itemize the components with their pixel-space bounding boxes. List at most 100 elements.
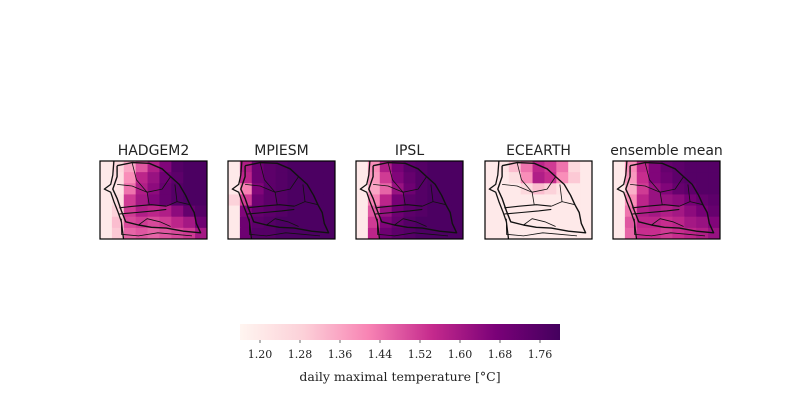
heatmap-cell	[660, 205, 674, 218]
heatmap-cell	[147, 216, 161, 229]
heatmap-cell	[123, 227, 137, 239]
heatmap-cell	[568, 161, 581, 173]
heatmap-cell	[439, 172, 452, 184]
heatmap-cell	[485, 194, 498, 207]
heatmap-cell	[696, 183, 709, 196]
heatmap-cell	[100, 161, 113, 173]
region-border	[502, 184, 533, 193]
heatmap-cell	[111, 183, 125, 196]
heatmap-cell	[568, 205, 581, 218]
heatmap-cell	[100, 183, 113, 196]
gambia-border	[119, 208, 167, 215]
heatmap-cell	[427, 183, 440, 196]
heatmap-cell	[660, 161, 674, 173]
gambia-border	[375, 208, 423, 215]
heatmap-cell	[391, 161, 405, 173]
region-border	[146, 192, 150, 205]
heatmap-cell	[636, 183, 650, 196]
heatmap-cell	[496, 172, 510, 184]
heatmap-cell	[100, 194, 113, 207]
heatmap-cell	[708, 216, 720, 229]
heatmap-cell	[367, 227, 381, 239]
heatmap-cell	[135, 183, 149, 196]
heatmap-cell	[708, 183, 720, 196]
heatmap-cell	[648, 161, 662, 173]
heatmap-cell	[496, 227, 510, 239]
heatmap-cell	[496, 183, 510, 196]
heatmap-cell	[415, 183, 428, 196]
heatmap-cell	[263, 194, 277, 207]
heatmap-cell	[580, 216, 592, 229]
heatmap-cell	[648, 194, 662, 207]
heatmap-cell	[263, 183, 277, 196]
heatmap-cell	[299, 216, 312, 229]
heatmap-cell	[356, 216, 369, 229]
heatmap-cell	[287, 172, 300, 184]
heatmap-cell	[391, 172, 405, 184]
heatmap-cell	[195, 194, 207, 207]
heatmap-cell	[508, 194, 522, 207]
heatmap-cell	[403, 161, 417, 173]
region-border	[249, 218, 321, 237]
region-border	[630, 184, 661, 193]
heatmap-cell	[100, 227, 113, 239]
heatmap-cell	[439, 183, 452, 196]
heatmap-cell	[485, 205, 498, 218]
heatmap-cell	[323, 227, 335, 239]
heatmap-cell	[427, 161, 440, 173]
heatmap-cell	[287, 161, 300, 173]
heatmap-cell	[263, 172, 277, 184]
region-border	[651, 218, 684, 227]
heatmap-cell	[275, 172, 289, 184]
gambia-border	[632, 204, 680, 209]
heatmap-cell	[195, 161, 207, 173]
heatmap-cell	[183, 194, 196, 207]
colorbar-tick-label: 1.60	[448, 348, 473, 361]
heatmap-cell	[708, 227, 720, 239]
heatmap-cell	[508, 172, 522, 184]
map-panel: IPSL	[355, 143, 464, 240]
heatmap-cell	[403, 205, 417, 218]
heatmap-cell	[696, 205, 709, 218]
heatmap-cell	[624, 216, 638, 229]
heatmap-cell	[568, 216, 581, 229]
heatmap-cell	[391, 194, 405, 207]
heatmap-cell	[299, 227, 312, 239]
heatmap-cell	[485, 172, 498, 184]
heatmap-cell	[613, 183, 626, 196]
colorbar-tick-label: 1.44	[368, 348, 393, 361]
heatmap-cell	[696, 227, 709, 239]
heatmap-cell	[275, 161, 289, 173]
heatmap-cell	[239, 183, 253, 196]
map-panel: HADGEM2	[99, 143, 208, 240]
heatmap-cell	[672, 205, 685, 218]
heatmap-cell	[532, 183, 546, 196]
heatmap-cell	[356, 183, 369, 196]
panel-title: ECEARTH	[506, 143, 571, 159]
region-border	[402, 192, 406, 205]
heatmap-cell	[159, 172, 172, 184]
region-border	[147, 176, 171, 193]
heatmap-cell	[239, 227, 253, 239]
heatmap-cell	[171, 227, 184, 239]
heatmap-cell	[708, 205, 720, 218]
heatmap-cell	[496, 161, 510, 173]
heatmap-cell	[228, 172, 241, 184]
heatmap-cell	[580, 161, 592, 173]
heatmap-cell	[251, 161, 265, 173]
heatmap-cell	[427, 205, 440, 218]
heatmap-cell	[672, 172, 685, 184]
heatmap-cell	[251, 194, 265, 207]
map-panel: ensemble mean	[610, 143, 723, 240]
heatmap-cell	[171, 161, 184, 173]
heatmap-cell	[123, 172, 137, 184]
heatmap-cell	[624, 161, 638, 173]
heatmap-cell	[147, 172, 161, 184]
heatmap-cell	[171, 205, 184, 218]
heatmap-cell	[451, 194, 463, 207]
heatmap-cell	[287, 216, 300, 229]
region-border	[274, 192, 278, 205]
heatmap-cell	[403, 194, 417, 207]
country-borders	[359, 161, 458, 239]
heatmap-cell	[299, 205, 312, 218]
